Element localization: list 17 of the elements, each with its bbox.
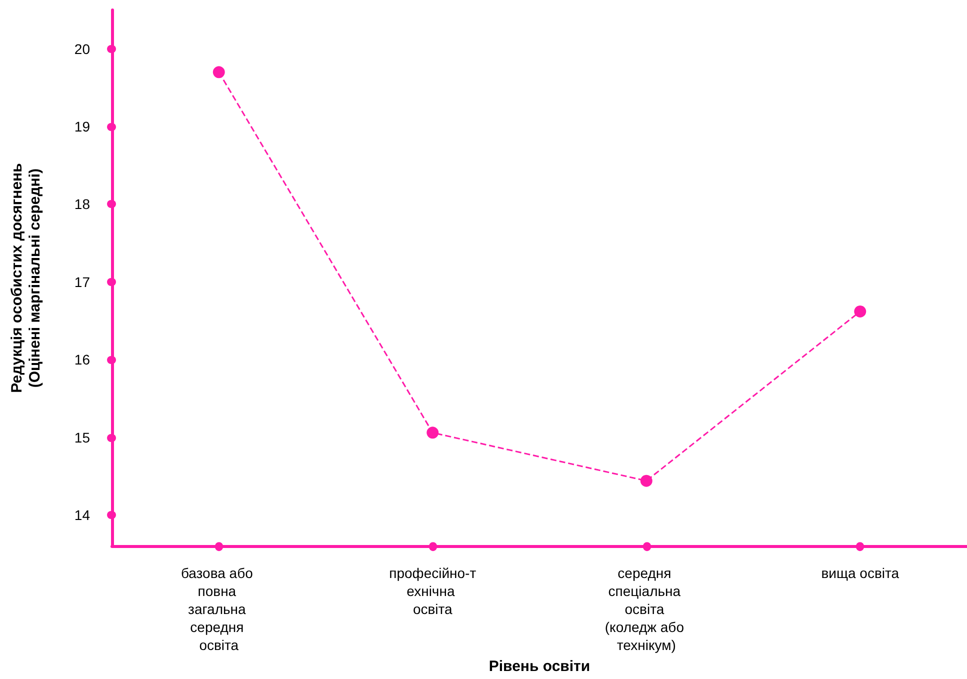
y-tick-label: 15 [74,429,90,446]
y-tick-label: 17 [74,274,90,290]
point [426,426,439,439]
x-tick-label: базова або повна загальна середня освіта [180,565,257,654]
point [212,66,225,78]
y-tick-label: 14 [74,507,90,524]
y-tick-label: 19 [74,118,90,135]
y-tick-label: 18 [74,196,90,212]
y-tick-label: 20 [74,40,90,57]
y-tick-label: 16 [74,352,90,368]
point [854,305,866,318]
point [640,474,652,487]
x-tick-label: середня спеціальна освіта (коледж або технікум) [604,565,688,654]
y-axis-title: Редукція особистих досягнень (Оцінені маргінальні середні) [8,163,44,393]
x-tick-label: вища освіта [821,565,900,582]
x-axis-title: Рівень освіти [488,658,590,675]
x-tick-label: професійно-технічна освіта [389,565,477,618]
